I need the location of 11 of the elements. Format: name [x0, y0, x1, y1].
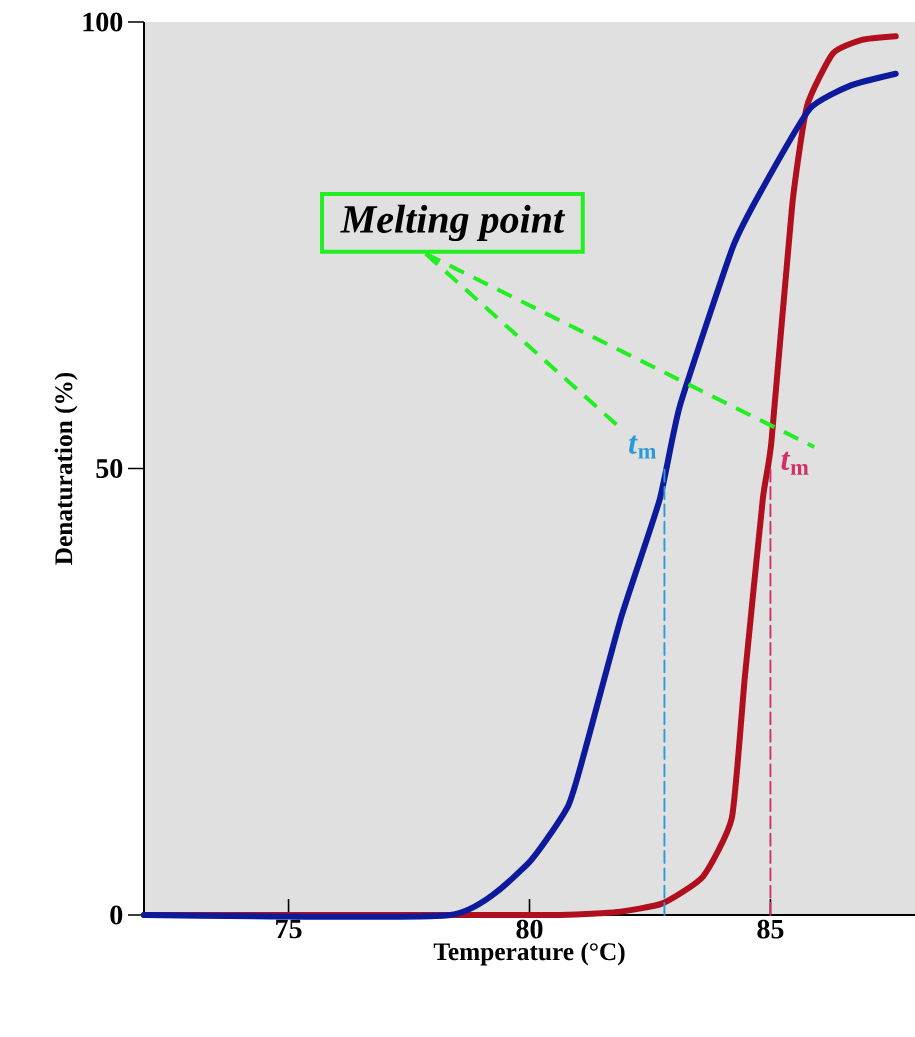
y-tick-label: 100: [83, 12, 123, 32]
y-tick-label: 50: [96, 459, 123, 478]
x-tick-label: 85: [757, 919, 784, 939]
annotation: Melting point: [340, 204, 566, 242]
y-tick-label: 0: [110, 905, 123, 925]
y-axis-title: Denaturation (%): [54, 372, 78, 565]
series-label: t$_{m}$: [781, 451, 809, 475]
x-tick-label: 75: [276, 919, 302, 939]
series-label: t$_{m}$: [629, 435, 656, 459]
x-tick-label: 80: [516, 919, 543, 939]
x-axis-title: Temperature (°C): [433, 942, 625, 966]
